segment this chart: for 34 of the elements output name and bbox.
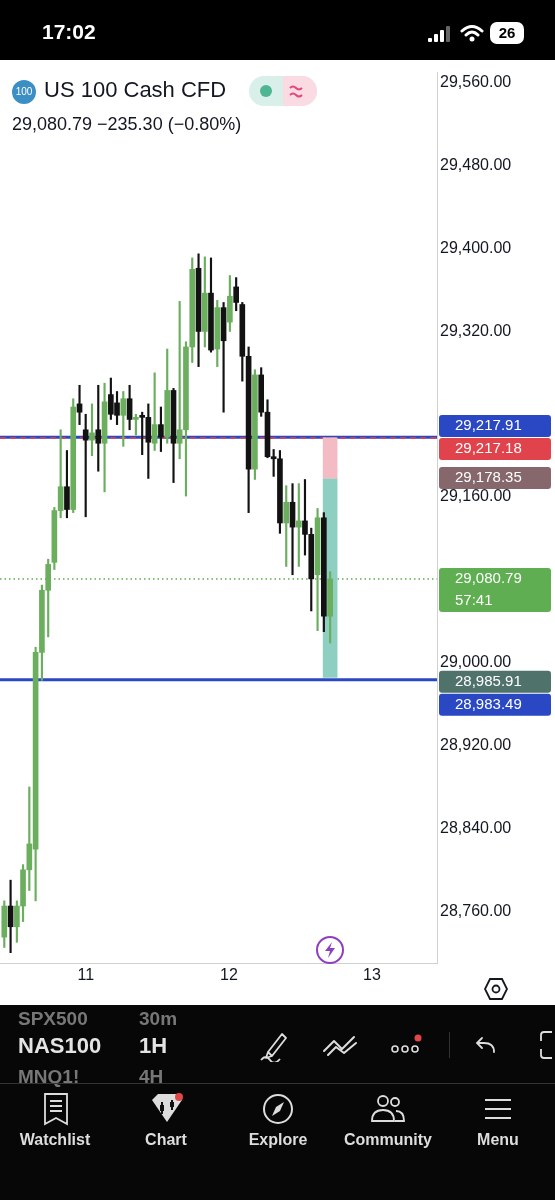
y-tick-label: 28,840.00 bbox=[440, 818, 512, 836]
text: Chart bbox=[144, 1131, 188, 1149]
y-tick-label: 28,920.00 bbox=[440, 735, 512, 753]
x-tick-label: 11 bbox=[77, 966, 95, 984]
text: MNQ1! bbox=[18, 1066, 80, 1088]
text: 17:02 bbox=[42, 20, 96, 44]
ref-line-label: 29,080.79 57:41 bbox=[455, 569, 522, 609]
ref-line-label: 28,983.49 bbox=[455, 694, 522, 712]
ref-line-label: 29,217.18 bbox=[455, 439, 522, 457]
text: 29,178.35 bbox=[455, 468, 522, 486]
x-tick-label: 13 bbox=[363, 966, 381, 984]
y-tick-label: 28,760.00 bbox=[440, 901, 512, 919]
y-tick-label: 29,480.00 bbox=[440, 156, 512, 174]
chart-title: US 100 Cash CFD bbox=[44, 77, 227, 103]
text: 4H bbox=[139, 1066, 164, 1088]
text: Explore bbox=[247, 1131, 309, 1149]
y-tick-label: 29,400.00 bbox=[440, 239, 512, 257]
index-badge-icon: 100 bbox=[12, 80, 36, 104]
text: 30m bbox=[139, 1008, 178, 1030]
text: Watchlist bbox=[18, 1131, 92, 1149]
y-tick-label: 29,320.00 bbox=[440, 321, 512, 339]
text: Community bbox=[343, 1131, 433, 1149]
x-tick-label: 12 bbox=[219, 966, 238, 984]
text: SPX500 bbox=[18, 1008, 88, 1030]
y-tick-label: 29,560.00 bbox=[440, 73, 512, 91]
text: 1H bbox=[139, 1033, 168, 1059]
text: Menu bbox=[476, 1131, 520, 1149]
battery-icon: 26 bbox=[490, 22, 524, 44]
y-tick-label: 29,160.00 bbox=[440, 487, 512, 505]
ref-line-label: 29,217.91 bbox=[455, 416, 522, 434]
text: 29,080.79 −235.30 (−0.80%) bbox=[12, 114, 242, 135]
y-tick-label: 29,000.00 bbox=[440, 653, 512, 671]
text: 28,985.91 bbox=[455, 671, 522, 689]
text: NAS100 bbox=[18, 1033, 102, 1059]
